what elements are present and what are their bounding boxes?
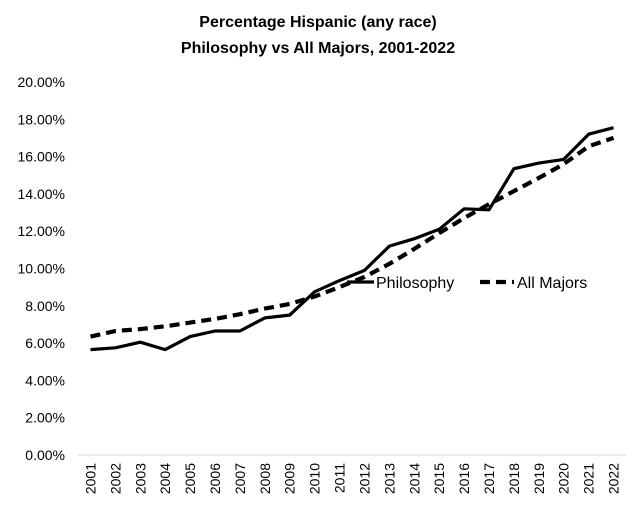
x-tick-label: 2004 (157, 463, 173, 494)
x-tick-label: 2014 (406, 463, 422, 494)
x-tick-label: 2017 (481, 463, 497, 494)
x-tick-label: 2001 (82, 463, 98, 494)
x-tick-label: 2022 (606, 463, 622, 494)
y-tick-label: 2.00% (25, 410, 65, 426)
x-tick-label: 2021 (581, 463, 597, 494)
x-tick-label: 2015 (431, 463, 447, 494)
y-axis-tick-labels: 0.00% 2.00% 4.00% 6.00% 8.00% 10.00% 12.00% 14.… (18, 74, 65, 463)
x-axis-tick-labels: 2001 2002 2003 2004 2005 2006 2007 2008 2009 2010… (82, 463, 621, 494)
x-tick-label: 2013 (381, 463, 397, 494)
x-tick-label: 2016 (456, 463, 472, 494)
chart-title-line-1: Percentage Hispanic (any race) (199, 14, 436, 31)
y-tick-label: 0.00% (25, 447, 65, 463)
x-tick-label: 2009 (282, 463, 298, 494)
legend-label-philosophy: Philosophy (376, 275, 454, 292)
x-tick-label: 2006 (207, 463, 223, 494)
y-tick-label: 6.00% (25, 335, 65, 351)
y-tick-label: 16.00% (18, 149, 65, 165)
y-tick-label: 12.00% (18, 223, 65, 239)
chart-title-line-2: Philosophy vs All Majors, 2001-2022 (181, 40, 455, 57)
x-tick-label: 2018 (506, 463, 522, 494)
x-tick-label: 2011 (332, 463, 348, 493)
x-tick-label: 2020 (556, 463, 572, 494)
legend: Philosophy All Majors (347, 275, 587, 292)
y-tick-label: 18.00% (18, 111, 65, 127)
series-lines (90, 126, 615, 352)
y-tick-label: 20.00% (18, 74, 65, 90)
x-tick-label: 2002 (107, 463, 123, 494)
x-tick-label: 2019 (531, 463, 547, 494)
y-tick-label: 14.00% (18, 186, 65, 202)
x-tick-label: 2012 (356, 463, 372, 494)
legend-label-all-majors: All Majors (517, 275, 587, 292)
y-tick-label: 10.00% (18, 261, 65, 277)
x-tick-label: 2007 (232, 463, 248, 494)
x-tick-label: 2010 (307, 463, 323, 494)
x-tick-label: 2005 (182, 463, 198, 494)
y-tick-label: 4.00% (25, 372, 65, 388)
y-tick-label: 8.00% (25, 298, 65, 314)
x-tick-label: 2003 (132, 463, 148, 494)
series-line-philosophy (90, 126, 614, 352)
x-tick-label: 2008 (257, 463, 273, 494)
series-line-all-majors (90, 135, 615, 339)
